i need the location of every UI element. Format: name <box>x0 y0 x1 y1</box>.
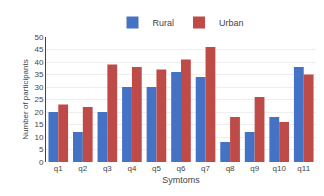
svg-text:25: 25 <box>34 95 43 104</box>
svg-text:q9: q9 <box>250 164 259 173</box>
svg-text:5: 5 <box>39 145 44 154</box>
svg-text:q6: q6 <box>177 164 186 173</box>
svg-text:q1: q1 <box>54 164 63 173</box>
svg-text:20: 20 <box>34 108 43 117</box>
svg-text:Symtoms: Symtoms <box>162 175 200 185</box>
svg-text:q5: q5 <box>152 164 161 173</box>
svg-text:q4: q4 <box>127 164 136 173</box>
svg-text:15: 15 <box>34 120 43 129</box>
svg-text:45: 45 <box>34 45 43 54</box>
svg-text:50: 50 <box>34 33 43 42</box>
svg-text:Number of participants: Number of participants <box>21 59 30 139</box>
svg-text:q8: q8 <box>226 164 235 173</box>
svg-text:q10: q10 <box>273 164 287 173</box>
svg-text:0: 0 <box>39 158 44 167</box>
svg-text:40: 40 <box>34 58 43 67</box>
svg-text:q11: q11 <box>297 164 310 173</box>
svg-text:q3: q3 <box>103 164 112 173</box>
svg-text:30: 30 <box>34 83 43 92</box>
svg-text:Urban: Urban <box>219 18 244 28</box>
svg-text:10: 10 <box>34 133 43 142</box>
svg-text:q7: q7 <box>201 164 210 173</box>
svg-text:35: 35 <box>34 70 43 79</box>
svg-text:q2: q2 <box>78 164 87 173</box>
svg-text:Rural: Rural <box>153 18 175 28</box>
